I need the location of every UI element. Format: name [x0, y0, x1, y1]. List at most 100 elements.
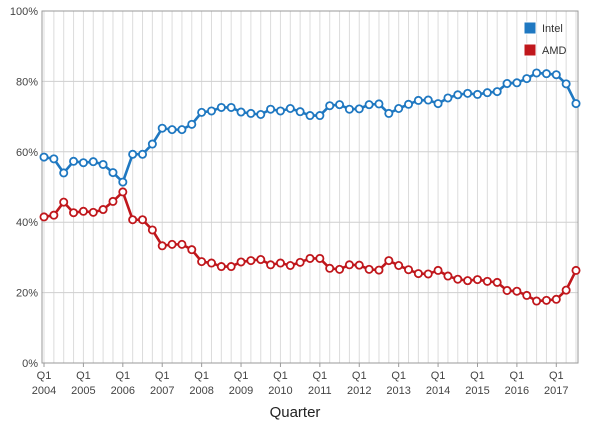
intel-data-point [236, 107, 246, 117]
x-tick-label-quarter: Q1 [391, 370, 406, 382]
x-tick-label-year: 2005 [71, 385, 95, 397]
amd-data-point [561, 285, 571, 295]
x-tick-label-quarter: Q1 [76, 370, 91, 382]
amd-data-point [78, 206, 88, 216]
intel-data-point [472, 89, 482, 99]
x-tick-label-year: 2010 [268, 385, 292, 397]
x-tick-label-year: 2016 [505, 385, 529, 397]
amd-data-point [315, 253, 325, 263]
intel-data-point [512, 78, 522, 88]
amd-data-point [216, 262, 226, 272]
intel-data-point [88, 157, 98, 167]
axes: 0% 20% 40% 60% 80% 100% Q1 2004 Q1 2005 Q1 2006 Q1 20… [10, 6, 579, 397]
amd-data-point [541, 295, 551, 305]
amd-data-point [512, 286, 522, 296]
amd-data-point [226, 262, 236, 272]
amd-data-point [384, 256, 394, 266]
intel-data-point [69, 156, 79, 166]
amd-data-point [472, 275, 482, 285]
intel-data-point [275, 106, 285, 116]
amd-data-point [266, 260, 276, 270]
amd-data-point [88, 207, 98, 217]
y-tick-label: 60% [16, 147, 38, 159]
y-tick-label: 20% [16, 288, 38, 300]
amd-data-point [423, 269, 433, 279]
x-tick-label-quarter: Q1 [234, 370, 249, 382]
amd-data-point [39, 212, 49, 222]
x-tick-label-year: 2014 [426, 385, 450, 397]
x-axis-label: Quarter [270, 404, 321, 421]
intel-data-point [98, 159, 108, 169]
x-tick-label-year: 2004 [32, 385, 56, 397]
amd-data-point [236, 257, 246, 267]
intel-data-point [522, 74, 532, 84]
amd-data-point [138, 215, 148, 225]
amd-data-point [59, 197, 69, 207]
amd-data-point [413, 269, 423, 279]
amd-data-point [364, 264, 374, 274]
amd-data-point [443, 271, 453, 281]
intel-data-point [108, 168, 118, 178]
intel-data-point [482, 88, 492, 98]
intel-data-point [197, 107, 207, 117]
x-tick-label-quarter: Q1 [431, 370, 446, 382]
intel-data-point [344, 104, 354, 114]
amd-data-point [532, 296, 542, 306]
amd-data-point [167, 239, 177, 249]
amd-data-point [246, 256, 256, 266]
intel-data-point [374, 99, 384, 109]
x-tick-label-year: 2009 [229, 385, 253, 397]
amd-data-point [98, 205, 108, 215]
amd-data-point [492, 277, 502, 287]
x-tick-label-quarter: Q1 [155, 370, 170, 382]
amd-data-point [128, 215, 138, 225]
amd-data-point [157, 241, 167, 251]
amd-data-point [118, 187, 128, 197]
intel-data-point [128, 149, 138, 159]
intel-data-point [325, 101, 335, 111]
x-tick-label-quarter: Q1 [510, 370, 525, 382]
intel-data-point [532, 68, 542, 78]
intel-data-point [246, 108, 256, 118]
intel-data-point [423, 95, 433, 105]
x-tick-label-year: 2017 [544, 385, 568, 397]
intel-data-point [433, 99, 443, 109]
x-tick-label-quarter: Q1 [470, 370, 485, 382]
intel-data-point [256, 109, 266, 119]
legend: Intel AMD [523, 21, 567, 57]
intel-data-point [492, 87, 502, 97]
intel-legend-label: Intel [542, 23, 563, 35]
series-lines [39, 68, 581, 306]
x-tick-label-year: 2012 [347, 385, 371, 397]
amd-data-point [335, 264, 345, 274]
intel-data-point [118, 177, 128, 187]
intel-data-point [177, 125, 187, 135]
intel-data-point [541, 69, 551, 79]
amd-data-point [463, 276, 473, 286]
intel-data-point [49, 154, 59, 164]
intel-data-point [561, 79, 571, 89]
x-tick-label-year: 2015 [465, 385, 489, 397]
x-tick-label-quarter: Q1 [115, 370, 130, 382]
amd-legend-label: AMD [542, 45, 567, 57]
amd-data-point [197, 257, 207, 267]
amd-data-point [551, 294, 561, 304]
amd-data-point [354, 260, 364, 270]
intel-data-point [305, 111, 315, 121]
intel-data-point [384, 108, 394, 118]
amd-data-point [69, 208, 79, 218]
x-tick-label-year: 2011 [308, 385, 332, 397]
x-tick-label-year: 2008 [189, 385, 213, 397]
intel-data-point [443, 93, 453, 103]
intel-data-point [453, 90, 463, 100]
amd-data-point [256, 255, 266, 265]
intel-data-point [206, 106, 216, 116]
intel-data-point [216, 102, 226, 112]
amd-data-point [325, 263, 335, 273]
y-tick-label: 40% [16, 217, 38, 229]
intel-data-point [78, 158, 88, 168]
amd-data-point [177, 239, 187, 249]
intel-data-point [167, 125, 177, 135]
